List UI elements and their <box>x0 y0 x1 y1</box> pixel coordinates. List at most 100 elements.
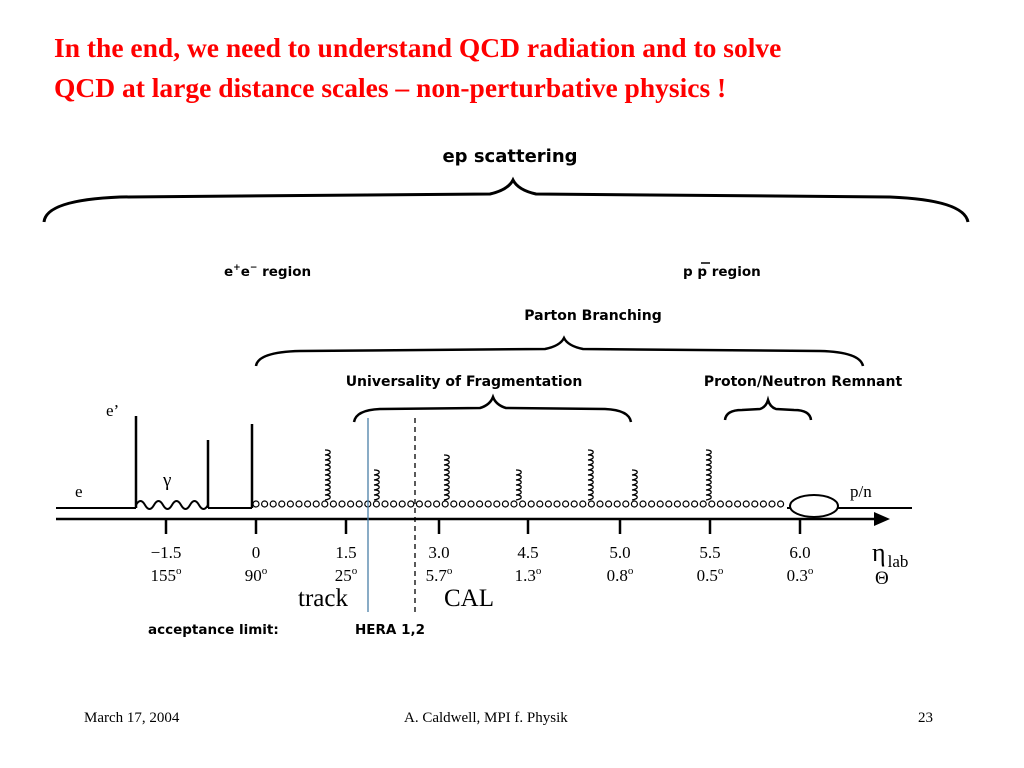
gluon-loop <box>647 500 656 508</box>
universality-label: Universality of Fragmentation <box>346 374 583 390</box>
radiated-gluon <box>631 469 638 501</box>
radiated-gluon <box>324 449 331 501</box>
gluon-loop <box>656 500 664 508</box>
gluon-loop <box>742 500 750 508</box>
gluon-loop <box>613 500 621 508</box>
gluon-loop <box>725 500 733 508</box>
track-label: track <box>298 585 348 612</box>
radiated-gluon <box>705 449 712 501</box>
gluon-loop <box>733 500 742 508</box>
gluon-chain <box>252 500 785 508</box>
gluon-loop <box>665 500 673 508</box>
gluon-loop <box>304 500 312 508</box>
title-line-2: QCD at large distance scales – non-pertu… <box>54 72 727 103</box>
gluon-loop <box>518 500 527 508</box>
gluon-loop <box>295 500 303 508</box>
gluon-loop <box>407 500 415 508</box>
gamma-label: γ <box>162 470 171 491</box>
gluon-loop <box>604 500 613 508</box>
tick-theta-label: 90o <box>245 565 268 585</box>
gluon-loop <box>579 500 587 508</box>
acceptance-limit-label: acceptance limit: <box>148 622 279 638</box>
tick-eta-label: 5.5 <box>699 543 720 562</box>
footer-date: March 17, 2004 <box>84 710 180 726</box>
gluon-loop <box>278 500 286 508</box>
tick-theta-label: 0.3o <box>787 565 814 585</box>
gluon-loop <box>484 500 492 508</box>
title-line-1: In the end, we need to understand QCD ra… <box>54 32 782 63</box>
gluon-loop <box>347 500 355 508</box>
gluon-loop <box>467 500 475 508</box>
gluon-loop <box>716 500 725 508</box>
gluon-loop <box>536 500 544 508</box>
remnant-ellipse <box>789 494 839 518</box>
gluon-loop <box>690 500 699 508</box>
gluon-loop <box>561 500 570 508</box>
photon-wiggle <box>135 500 209 510</box>
theta-axis-symbol: Θ <box>875 568 889 589</box>
tick-eta-label: 4.5 <box>517 543 538 562</box>
slide-title: In the end, we need to understand QCD ra… <box>54 28 994 108</box>
gluon-loop <box>261 500 269 508</box>
tick-theta-label: 1.3o <box>515 565 542 585</box>
gluon-loop <box>570 500 578 508</box>
radiated-gluon <box>587 449 594 501</box>
gluon-loop <box>768 500 776 508</box>
tick-theta-label: 25o <box>335 565 358 585</box>
gluon-radiation-group <box>324 449 712 501</box>
gluon-loop <box>682 500 690 508</box>
gluon-loop <box>372 500 380 508</box>
ep-scattering-label: ep scattering <box>442 146 577 167</box>
ep-scattering-brace <box>42 176 970 223</box>
gluon-loop <box>415 500 423 508</box>
tick-theta-label: 155o <box>151 565 183 585</box>
gluon-loop <box>424 500 432 508</box>
gluon-loop <box>553 500 561 508</box>
radiated-gluon <box>443 454 450 501</box>
tick-theta-label: 0.8o <box>607 565 634 585</box>
gluon-loop <box>458 500 466 508</box>
remnant-brace <box>723 395 813 421</box>
gluon-loop <box>596 500 604 508</box>
gluon-loop <box>441 500 449 508</box>
tick-eta-label: 3.0 <box>428 543 449 562</box>
tick-theta-label: 5.7o <box>426 565 453 585</box>
ee-region-label: e+e− region <box>224 263 311 280</box>
e-prime-label: e’ <box>106 401 119 420</box>
gluon-loop <box>338 500 346 508</box>
gluon-loop <box>699 500 707 508</box>
remnant-label: Proton/Neutron Remnant <box>704 374 903 390</box>
gluon-loop <box>776 500 785 508</box>
gluon-loop <box>493 500 501 508</box>
gluon-loop <box>312 500 320 508</box>
pn-label: p/n <box>850 482 872 501</box>
cal-label: CAL <box>444 585 494 612</box>
gluon-loop <box>622 500 630 508</box>
gluon-loop <box>630 500 639 508</box>
parton-branching-label: Parton Branching <box>524 308 661 324</box>
eta-axis-symbol: η lab <box>872 538 908 571</box>
hera-label: HERA 1,2 <box>355 622 425 638</box>
gluon-loop <box>673 500 682 508</box>
tick-eta-label: −1.5 <box>151 543 182 562</box>
gluon-loop <box>510 500 518 508</box>
gluon-loop <box>329 500 337 508</box>
gluon-loop <box>759 500 768 508</box>
universality-brace <box>352 393 633 423</box>
tick-eta-label: 5.0 <box>609 543 630 562</box>
gluon-loop <box>381 500 389 508</box>
radiated-gluon <box>373 469 380 501</box>
gluon-loop <box>355 500 363 508</box>
gluon-loop <box>269 500 277 508</box>
gluon-loop <box>390 500 398 508</box>
tick-theta-label: 0.5o <box>697 565 724 585</box>
gluon-loop <box>544 500 553 508</box>
gluon-loop <box>476 500 484 508</box>
parton-branching-brace <box>254 335 865 367</box>
tick-eta-label: 6.0 <box>789 543 810 562</box>
footer-page: 23 <box>918 710 933 726</box>
gluon-loop <box>708 500 716 508</box>
gluon-loop <box>587 500 596 508</box>
gluon-loop <box>751 500 759 508</box>
